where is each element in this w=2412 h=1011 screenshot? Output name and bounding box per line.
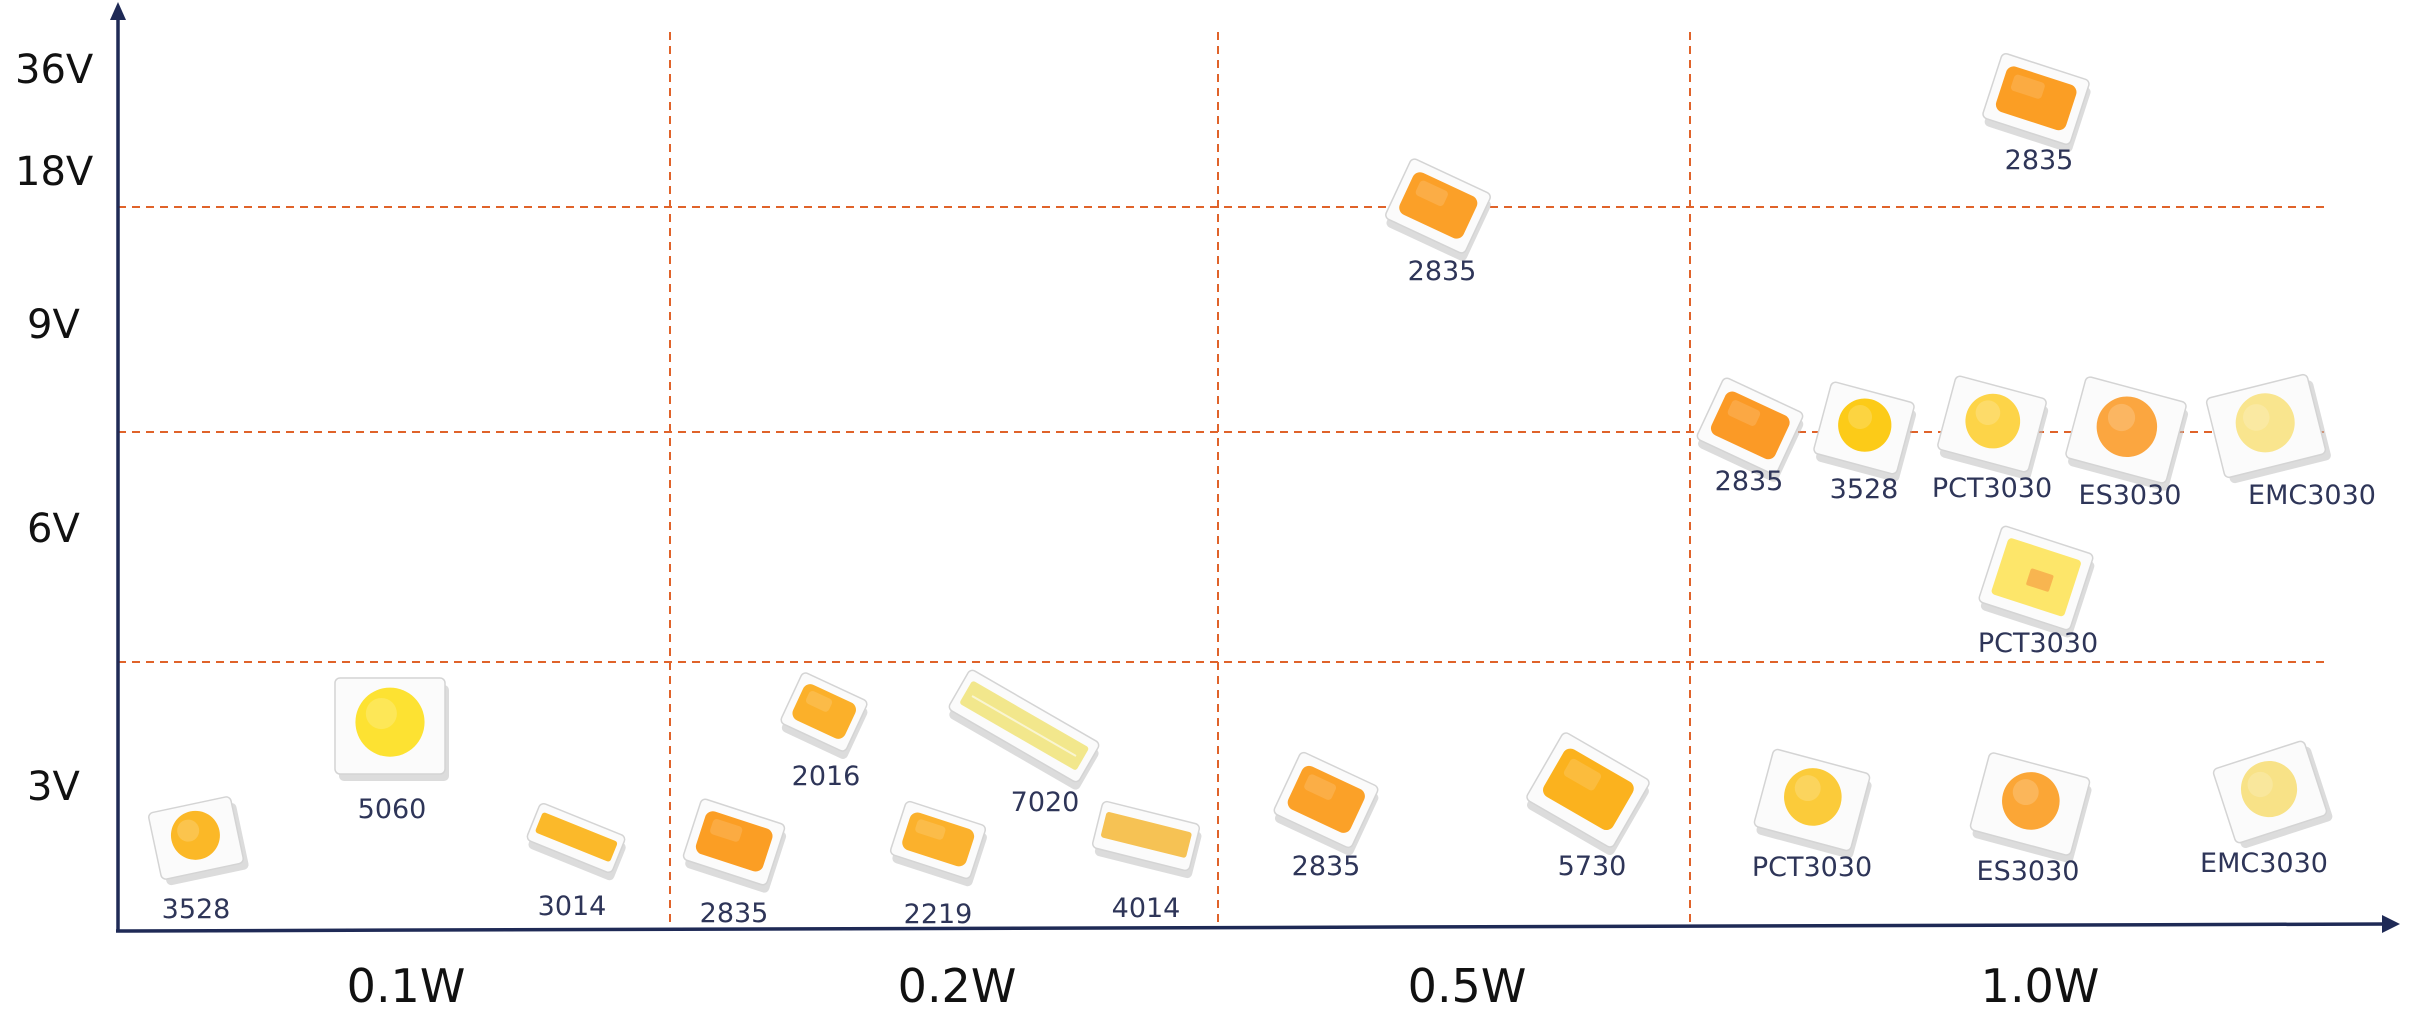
package-label: ES3030 xyxy=(1977,856,2080,887)
led-5730-image xyxy=(1526,732,1650,856)
package-label: 2835 xyxy=(1292,851,1361,882)
led-pct3030-image xyxy=(1937,375,2049,480)
led-2835-image xyxy=(1385,158,1491,261)
y-tick-labels: 36V 18V 9V 6V 3V xyxy=(15,47,94,810)
package-label: 5060 xyxy=(358,794,427,825)
led-pct3030-image xyxy=(1753,748,1872,859)
led-2835-image xyxy=(1696,377,1804,482)
led-emc3030-image xyxy=(2205,373,2331,484)
package-label: PCT3030 xyxy=(1752,852,1872,883)
led-package-images xyxy=(148,52,2333,893)
led-3014-image xyxy=(526,802,626,881)
y-tick-label: 6V xyxy=(27,506,80,552)
led-3528-image xyxy=(1813,381,1917,482)
led-es3030-image xyxy=(2065,376,2189,491)
x-tick-label: 0.5W xyxy=(1408,959,1527,1011)
led-2835-image xyxy=(1982,52,2091,153)
package-label: EMC3030 xyxy=(2248,480,2376,511)
led-2016-image xyxy=(780,672,868,759)
led-2835-image xyxy=(1273,751,1379,856)
package-label: 4014 xyxy=(1112,893,1181,924)
led-es3030-image xyxy=(1969,752,2092,863)
led-4014-image xyxy=(1091,800,1202,879)
y-tick-label: 9V xyxy=(27,302,80,348)
package-label: EMC3030 xyxy=(2200,848,2328,879)
package-label: 7020 xyxy=(1011,787,1080,818)
x-tick-label: 0.1W xyxy=(347,959,466,1011)
package-label: 2835 xyxy=(2005,145,2074,176)
package-label: PCT3030 xyxy=(1978,628,2098,659)
package-label: 2835 xyxy=(700,898,769,929)
package-label: 2835 xyxy=(1715,466,1784,497)
led-2219-image xyxy=(889,800,987,887)
x-tick-label: 1.0W xyxy=(1981,959,2100,1011)
led-5060-image xyxy=(334,677,449,781)
x-tick-label: 0.2W xyxy=(898,959,1017,1011)
package-label: 3528 xyxy=(1830,474,1899,505)
x-tick-labels: 0.1W 0.2W 0.5W 1.0W xyxy=(347,959,2100,1011)
led-emc3030-image xyxy=(2212,740,2333,849)
package-label: 3528 xyxy=(162,894,231,925)
x-axis-line xyxy=(115,922,2389,933)
package-label: PCT3030 xyxy=(1932,473,2052,504)
package-label: 2219 xyxy=(904,899,973,930)
package-label: 3014 xyxy=(538,891,607,922)
led-3528-image xyxy=(148,796,249,886)
led-2835-image xyxy=(682,798,787,893)
y-axis-arrowhead xyxy=(110,2,126,20)
led-7020-image xyxy=(948,669,1100,790)
package-labels: 3528 5060 3014 2835 2016 2219 7020 4014 … xyxy=(162,145,2376,930)
y-tick-label: 3V xyxy=(27,764,80,810)
axes xyxy=(110,2,2400,933)
y-tick-label: 18V xyxy=(15,149,94,195)
led-pct3030-image xyxy=(1978,525,2095,638)
package-label: 2835 xyxy=(1408,256,1477,287)
package-label: 2016 xyxy=(792,761,861,792)
package-label: 5730 xyxy=(1558,851,1627,882)
x-axis-arrowhead xyxy=(2382,915,2400,933)
y-tick-label: 36V xyxy=(15,47,94,93)
package-label: ES3030 xyxy=(2079,480,2182,511)
